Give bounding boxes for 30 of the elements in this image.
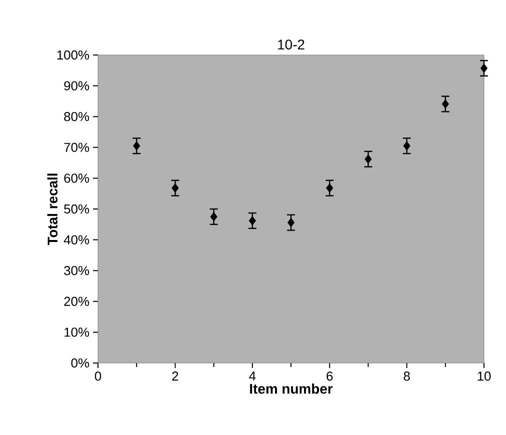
y-tick-label: 10% xyxy=(64,328,90,337)
point xyxy=(364,154,372,164)
y-tick-label: 50% xyxy=(64,204,90,214)
y-tick-label: 100% xyxy=(57,50,90,60)
point xyxy=(248,216,256,226)
point xyxy=(442,99,449,109)
y-tick-label: 20% xyxy=(64,296,90,306)
y-tick-label: 30% xyxy=(64,266,90,276)
x-tick-label: 8 xyxy=(404,372,410,381)
chart-title: 10-2 xyxy=(278,40,304,50)
x-tick-label: 10 xyxy=(478,372,491,381)
x-tick-label: 4 xyxy=(249,372,256,380)
point xyxy=(403,141,410,151)
x-tick-label: 0 xyxy=(94,372,102,381)
point xyxy=(133,141,140,151)
x-tick-label: 6 xyxy=(326,372,333,381)
y-tick-label: 60% xyxy=(64,174,90,183)
y-tick-label: 40% xyxy=(64,235,90,244)
y-tick-label: 80% xyxy=(64,112,90,122)
y-tick-label: 90% xyxy=(64,81,90,90)
point xyxy=(480,64,488,73)
y-tick-label: 0% xyxy=(71,358,90,368)
point xyxy=(326,183,334,193)
x-axis-title: Item number xyxy=(250,384,333,394)
point xyxy=(172,183,179,193)
y-tick-label: 70% xyxy=(64,142,90,152)
point xyxy=(210,212,218,222)
y-axis-title: Total recall xyxy=(47,174,58,246)
point xyxy=(287,218,295,228)
x-tick-label: 2 xyxy=(172,372,178,381)
